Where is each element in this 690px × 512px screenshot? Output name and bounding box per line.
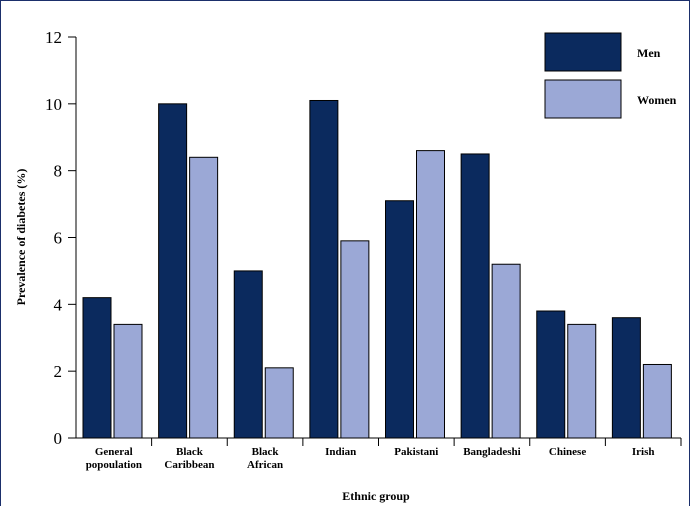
category-label: African [247, 459, 283, 471]
bars [82, 99, 672, 439]
legend-swatch-men [544, 32, 622, 72]
category-label: Black [176, 446, 204, 458]
y-tick-label: 12 [45, 28, 62, 47]
category-label: Bangladeshi [463, 446, 520, 458]
category-label: popoulation [86, 459, 142, 471]
x-axis-title: Ethnic group [342, 489, 410, 503]
bar-women-7 [642, 363, 672, 439]
bar-women-2 [264, 367, 294, 439]
legend-label-men: Men [637, 46, 661, 60]
category-label: Indian [325, 446, 356, 458]
bar-men-1 [158, 103, 188, 439]
bar-men-3 [309, 99, 339, 439]
y-axis-ticks: 0 2 4 6 8 10 12 [45, 28, 77, 448]
bar-men-6 [536, 310, 566, 439]
bar-men-0 [82, 297, 112, 439]
legend: Men Women [544, 32, 677, 119]
y-tick-label: 4 [54, 295, 63, 314]
bar-women-4 [416, 150, 445, 439]
bar-women-1 [189, 156, 219, 439]
y-tick-label: 8 [54, 162, 63, 181]
category-label: General [95, 446, 133, 458]
y-tick-label: 10 [45, 95, 62, 114]
category-label: Caribbean [164, 459, 214, 471]
bar-women-6 [567, 323, 597, 439]
bar-men-4 [385, 200, 414, 439]
bar-women-0 [113, 323, 143, 439]
category-label: Irish [632, 446, 655, 458]
category-label: Pakistani [394, 446, 438, 458]
y-tick-label: 6 [54, 229, 63, 248]
category-label: Chinese [549, 446, 586, 458]
bar-men-2 [233, 270, 263, 439]
y-axis-title: Prevalence of diabetes (%) [14, 169, 28, 306]
bar-women-3 [340, 240, 370, 439]
bar-men-5 [460, 153, 490, 439]
bar-men-7 [611, 317, 641, 439]
y-tick-label: 0 [54, 429, 63, 448]
bar-women-5 [491, 263, 521, 439]
legend-label-women: Women [637, 93, 677, 107]
legend-swatch-women [544, 79, 622, 119]
x-axis: GeneralpopoulationBlackCaribbeanBlackAfr… [76, 437, 682, 471]
y-tick-label: 2 [54, 362, 63, 381]
category-label: Black [252, 446, 280, 458]
